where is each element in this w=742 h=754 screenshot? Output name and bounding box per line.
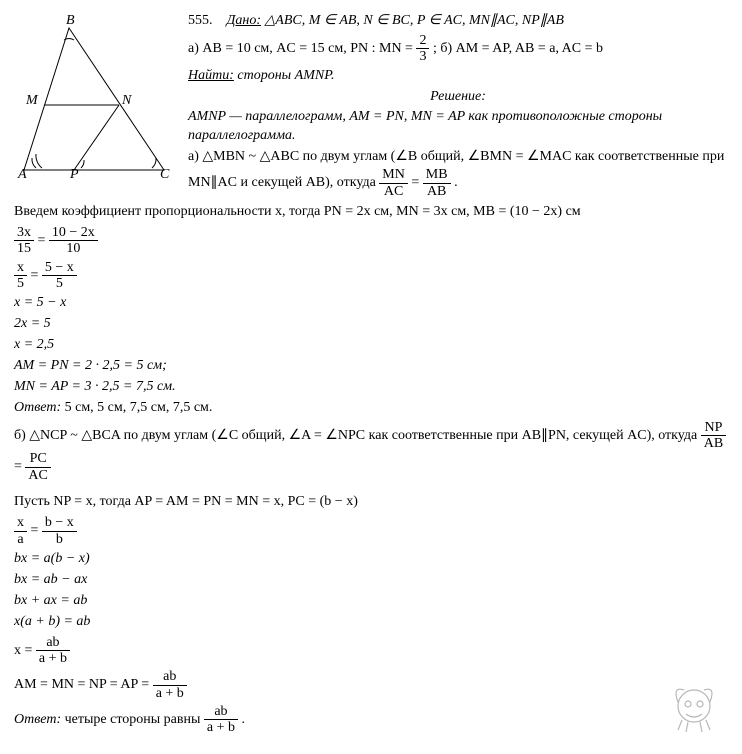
eq-l5: MN = AP = 3 · 2,5 = 7,5 см. bbox=[14, 379, 176, 394]
frac-10m2x-10: 10 − 2x10 bbox=[49, 225, 98, 257]
eq-l10: AM = MN = NP = AP = bbox=[14, 677, 153, 692]
solution-title: Решение: bbox=[188, 88, 728, 107]
frac-pc-ac: PCAC bbox=[25, 451, 50, 483]
solution-line-1: AMNP — параллелограмм, AM = PN, MN = AP … bbox=[188, 109, 662, 143]
problem-number: 555. bbox=[188, 13, 213, 28]
label-M: M bbox=[25, 93, 39, 108]
frac-num: 2 bbox=[416, 33, 429, 49]
eq-l6: bx = a(b − x) bbox=[14, 551, 90, 566]
eq-l1: x = 5 − x bbox=[14, 295, 66, 310]
frac-ab-apb: aba + b bbox=[36, 635, 70, 667]
triangle-diagram: B A C P M N bbox=[14, 10, 174, 187]
frac-x-5: x5 bbox=[14, 260, 27, 292]
eq-l7: bx = ab − ax bbox=[14, 572, 87, 587]
x-eq: x = bbox=[14, 643, 36, 658]
top-section: B A C P M N 555. Дано: △ABC, M ∈ AB, N ∈… bbox=[14, 10, 728, 201]
label-P: P bbox=[69, 167, 79, 180]
frac-ab-apb-2: aba + b bbox=[153, 669, 187, 701]
solution-line-3: Введем коэффициент пропорциональности x,… bbox=[14, 203, 728, 222]
solution-line-5: Пусть NP = x, тогда AP = AM = PN = MN = … bbox=[14, 493, 728, 512]
frac-den: 3 bbox=[416, 49, 429, 64]
frac-5mx-5: 5 − x5 bbox=[42, 260, 77, 292]
frac-bmx-b: b − xb bbox=[42, 515, 77, 547]
answer-a: 5 см, 5 см, 7,5 см, 7,5 см. bbox=[61, 400, 212, 415]
answer-a-label: Ответ: bbox=[14, 400, 61, 415]
frac-mn-ac: MNAC bbox=[379, 167, 408, 199]
eq-l4: AM = PN = 2 · 2,5 = 5 см; bbox=[14, 358, 167, 373]
frac-np-ab: NPAB bbox=[701, 420, 726, 452]
frac-x-a: xa bbox=[14, 515, 27, 547]
part-a-end: ; б) AM = AP, AB = a, AC = b bbox=[433, 41, 603, 56]
eq-l2: 2x = 5 bbox=[14, 316, 51, 331]
solution-line-4: б) △NCP ~ △BCA по двум углам (∠C общий, … bbox=[14, 428, 701, 443]
frac-2-3: 2 3 bbox=[416, 33, 429, 65]
label-N: N bbox=[121, 93, 132, 108]
frac-ab-apb-3: aba + b bbox=[204, 704, 238, 736]
eq-l8: bx + ax = ab bbox=[14, 593, 87, 608]
frac-mb-ab: MBAB bbox=[423, 167, 451, 199]
answer-b-text: четыре стороны равны bbox=[65, 712, 204, 727]
find-label: Найти: bbox=[188, 68, 234, 83]
problem-statement: 555. Дано: △ABC, M ∈ AB, N ∈ BC, P ∈ AC,… bbox=[188, 10, 728, 201]
label-A: A bbox=[17, 167, 27, 180]
answer-b-label: Ответ: bbox=[14, 712, 61, 727]
frac-3x-15: 3x15 bbox=[14, 225, 34, 257]
given-text: △ABC, M ∈ AB, N ∈ BC, P ∈ AC, MN∥AC, NP∥… bbox=[265, 13, 564, 28]
find-text: стороны AMNP. bbox=[237, 68, 334, 83]
part-a-text: а) AB = 10 см, AC = 15 см, PN : MN = bbox=[188, 41, 416, 56]
label-C: C bbox=[160, 167, 170, 180]
given-label: Дано: bbox=[227, 13, 262, 28]
diagram-svg: B A C P M N bbox=[14, 10, 174, 180]
watermark-icon bbox=[664, 676, 724, 736]
eq-l9: x(a + b) = ab bbox=[14, 614, 90, 629]
eq-l3: x = 2,5 bbox=[14, 337, 54, 352]
label-B: B bbox=[66, 13, 75, 28]
